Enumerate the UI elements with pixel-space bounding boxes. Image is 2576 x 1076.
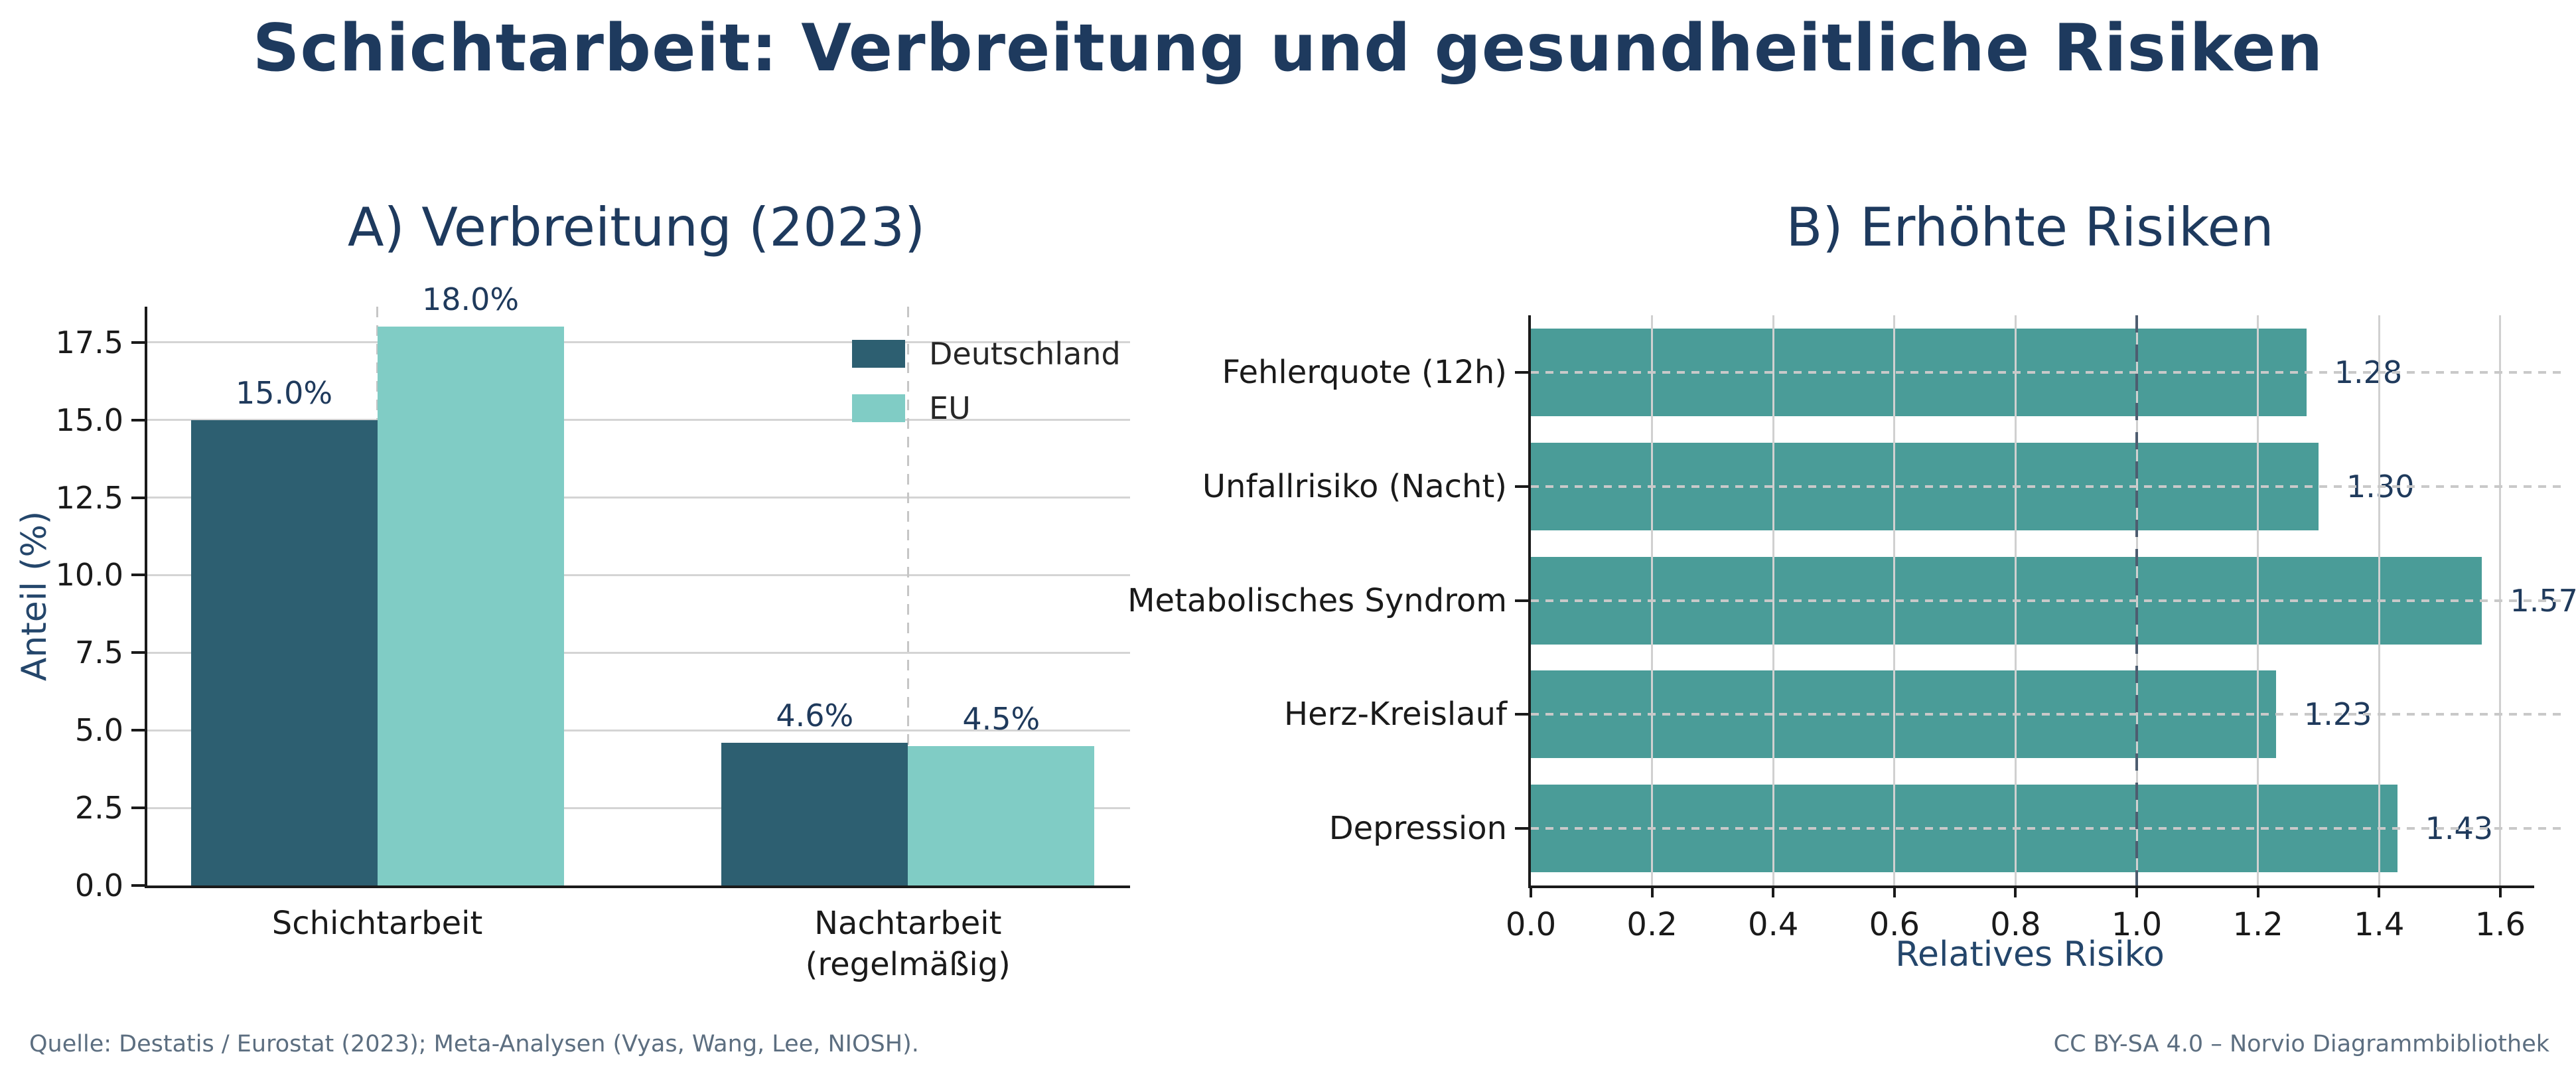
source-note: Quelle: Destatis / Eurostat (2023); Meta… [29,1031,919,1057]
x-tick-mark [2135,885,2139,897]
legend-swatch-deutschland [852,340,905,368]
y-category-label: Depression [1328,810,1507,848]
gridline-y [147,807,1130,809]
gridline-y [147,341,1130,344]
panel-a-ylabel: Anteil (%) [15,510,54,682]
gridline-y-dashed [1531,827,2565,830]
legend-label: Deutschland [929,336,1121,372]
y-tick-mark [1515,485,1528,488]
license-note: CC BY-SA 4.0 – Norvio Diagrammbibliothek [2053,1031,2549,1057]
y-tick-label: 7.5 [74,635,123,671]
x-tick-mark [1772,885,1775,897]
x-tick-label: 1.2 [2232,906,2283,943]
y-tick-mark [1515,713,1528,716]
y-category-label: Herz-Kreislauf [1284,696,1507,733]
x-tick-label: 0.6 [1869,906,1920,943]
y-tick-mark [131,574,145,577]
y-tick-mark [131,884,145,887]
x-tick-mark [1530,885,1532,897]
gridline-y-dashed [1531,599,2565,602]
x-tick-label: 0.2 [1626,906,1678,943]
y-tick-label: 15.0 [55,402,123,438]
gridline-y [147,497,1130,499]
bar-deutschland-1 [190,420,378,885]
legend: Deutschland EU [852,336,1121,426]
x-tick-mark [2378,885,2381,897]
legend-item-eu: EU [852,390,1121,426]
y-category-label: Metabolisches Syndrom [1127,581,1507,619]
gridline-x-dashed [906,307,909,885]
y-tick-label: 10.0 [55,557,123,593]
legend-label: EU [929,390,971,426]
x-tick-label: 0.8 [1990,906,2041,943]
bar-eu-1 [377,327,564,885]
y-tick-mark [131,418,145,422]
y-tick-label: 17.5 [55,324,123,360]
x-tick-mark [1650,885,1654,897]
y-category-label: Fehlerquote (12h) [1222,353,1507,391]
y-tick-mark [131,807,145,810]
x-tick-mark [1893,885,1896,897]
gridline-y [147,574,1130,576]
y-tick-mark [131,729,145,732]
x-tick-label: 1.4 [2354,906,2405,943]
y-tick-mark [1515,370,1528,374]
legend-item-deutschland: Deutschland [852,336,1121,372]
gridline-y-dashed [1531,485,2565,488]
y-tick-mark [131,341,145,344]
gridline-y [147,729,1130,731]
x-tick-mark [2498,885,2502,897]
y-tick-label: 2.5 [74,790,123,826]
x-tick-label: 1.0 [2111,906,2163,943]
panel-b-title: B) Erhöhte Risiken [1786,196,2274,258]
panel-b-plot-area: 1.28 1.30 1.57 1.23 1.43 0.0 0.2 0.4 0.6 0.8 1.0 1.… [1127,315,2576,943]
gridline-y-dashed [1531,370,2565,374]
x-tick-label: 0.0 [1505,906,1557,943]
y-tick-mark [1515,599,1528,602]
gridline-y [147,651,1130,654]
y-category-label: Unfallrisiko (Nacht) [1202,467,1507,505]
x-category-label: Nachtarbeit (regelmäßig) [805,905,1011,984]
y-tick-mark [131,496,145,499]
y-tick-mark [1515,827,1528,830]
reference-line-rr1 [2135,315,2139,885]
y-tick-mark [131,651,145,654]
bar-value-label: 4.5% [962,700,1040,737]
bar-value-label: 4.6% [776,697,854,733]
panel-a-plot-area: 0.0 2.5 5.0 7.5 10.0 12.5 15.0 17.5 15.0% 18.0% Sc… [56,281,1130,983]
gridline-y [147,419,1130,422]
x-tick-label: 0.4 [1748,906,1799,943]
y-tick-label: 5.0 [74,712,123,749]
bar-deutschland-2 [721,742,908,885]
y-tick-label: 0.0 [74,868,123,903]
figure-title: Schichtarbeit: Verbreitung und gesundhei… [252,11,2324,86]
gridline-y-dashed [1531,713,2565,716]
x-tick-mark [2256,885,2259,897]
panel-b-xlabel: Relatives Risiko [1895,935,2165,974]
x-tick-label: 1.6 [2474,906,2526,943]
bar-eu-2 [908,745,1095,885]
x-category-label: Schichtarbeit [271,905,483,942]
bar-value-label: 18.0% [421,281,520,318]
legend-swatch-eu [852,394,905,422]
bar-value-label: 15.0% [235,374,333,411]
y-tick-label: 12.5 [55,479,123,516]
x-tick-mark [2014,885,2017,897]
panel-a-title: A) Verbreitung (2023) [347,196,926,258]
